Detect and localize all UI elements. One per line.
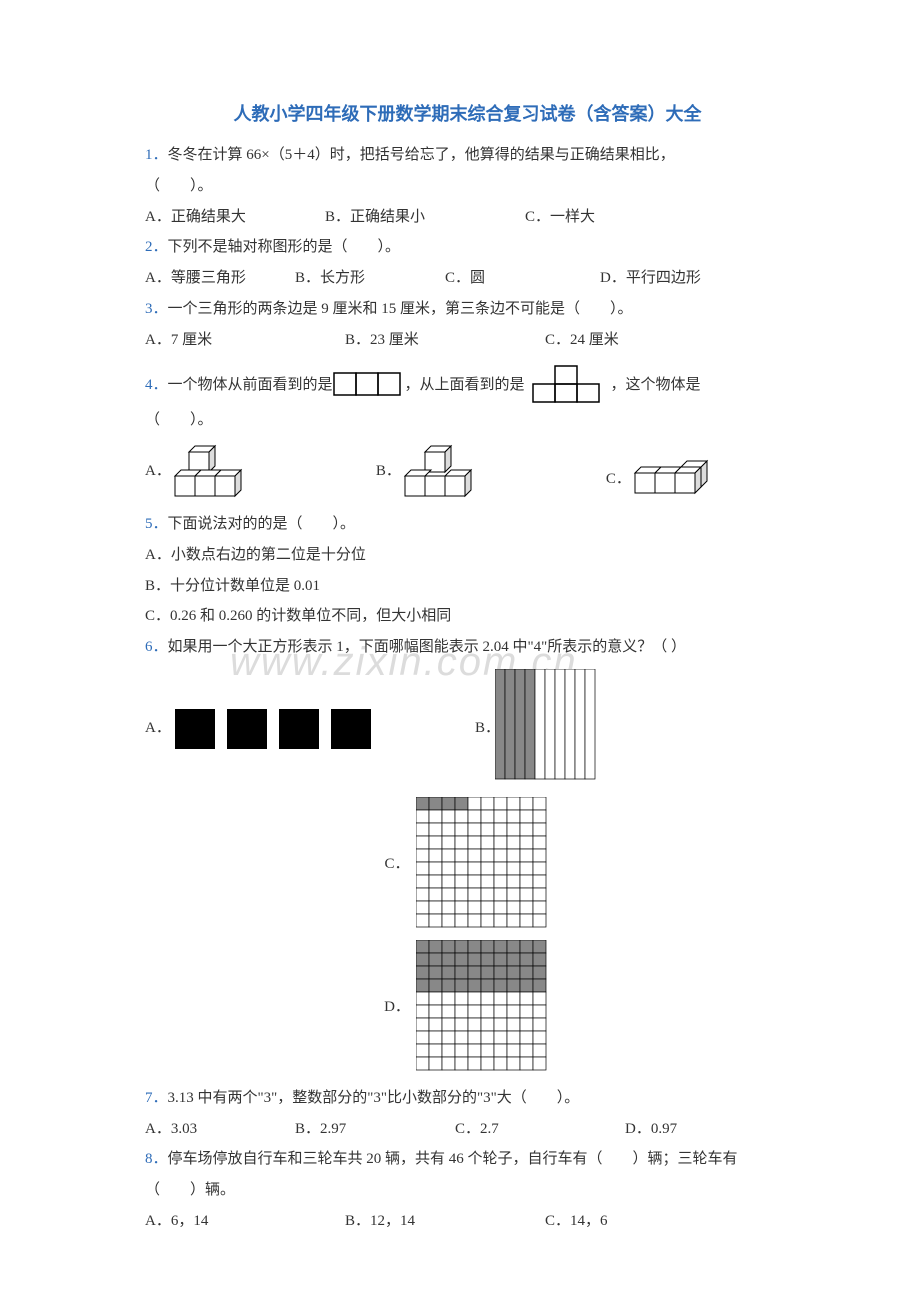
q2-optD: D．平行四边形 — [600, 263, 701, 294]
q6-optC-label: C． — [384, 849, 409, 880]
q3-text: 一个三角形的两条边是 9 厘米和 15 厘米，第三条边不可能是（ ）。 — [168, 301, 633, 317]
q2-optB: B．长方形 — [295, 263, 445, 294]
q1-optA: A．正确结果大 — [145, 202, 325, 233]
q4-text-b: ，从上面看到的是 — [405, 370, 525, 401]
q4-line2: （ ）。 — [145, 405, 790, 436]
q8-line1: 8．停车场停放自行车和三轮车共 20 辆，共有 46 个轮子，自行车有（ ）辆；… — [145, 1144, 790, 1175]
q5-optC: C．0.26 和 0.260 的计数单位不同，但大小相同 — [145, 601, 790, 632]
q4-optB: B． — [376, 444, 496, 499]
four-squares-icon — [165, 705, 385, 753]
q2-optC: C．圆 — [445, 263, 600, 294]
q5-line: 5．下面说法对的的是（ ）。 — [145, 509, 790, 540]
q1-line2: （ ）。 — [145, 171, 790, 202]
q8-optA: A．6，14 — [145, 1206, 345, 1237]
q4-num: 4． — [145, 370, 168, 401]
q7-optB: B．2.97 — [295, 1114, 455, 1145]
grid-d-icon — [416, 940, 551, 1075]
q1-text-a: 冬冬在计算 66×（5＋4）时，把括号给忘了，他算得的结果与正确结果相比， — [168, 147, 675, 163]
q4-options: A． B． C． — [145, 444, 790, 499]
q6-optD-row: D． — [145, 940, 790, 1075]
q4-optB-label: B． — [376, 456, 401, 487]
q6-optB-label: B． — [475, 713, 495, 744]
q1-num: 1． — [145, 147, 168, 163]
q6-optA-label: A． — [145, 713, 165, 744]
q7-options: A．3.03 B．2.97 C．2.7 D．0.97 — [145, 1114, 790, 1145]
q7-line: 7．3.13 中有两个"3"，整数部分的"3"比小数部分的"3"大（ ）。 — [145, 1083, 790, 1114]
q7-optA: A．3.03 — [145, 1114, 295, 1145]
q6-line: 6．如果用一个大正方形表示 1，下面哪幅图能表示 2.04 中"4"所表示的意义… — [145, 632, 790, 663]
q1-options: A．正确结果大 B．正确结果小 C．一样大 — [145, 202, 790, 233]
q3-line: 3．一个三角形的两条边是 9 厘米和 15 厘米，第三条边不可能是（ ）。 — [145, 294, 790, 325]
q3-options: A．7 厘米 B．23 厘米 C．24 厘米 — [145, 325, 790, 356]
q4-text-c: ，这个物体是 — [611, 370, 701, 401]
q4-optA-label: A． — [145, 456, 171, 487]
q8-line2: （ ）辆。 — [145, 1175, 790, 1206]
cube-figure-c-icon — [631, 459, 731, 499]
q3-optA: A．7 厘米 — [145, 325, 345, 356]
q6-row-ab: A． B． — [145, 669, 790, 789]
q4-optA: A． — [145, 444, 266, 499]
ten-strip-icon — [495, 669, 605, 789]
q4-text-a: 一个物体从前面看到的是 — [168, 370, 333, 401]
q8-text-a: 停车场停放自行车和三轮车共 20 辆，共有 46 个轮子，自行车有（ ）辆；三轮… — [168, 1151, 738, 1167]
q7-optC: C．2.7 — [455, 1114, 625, 1145]
q5-optB: B．十分位计数单位是 0.01 — [145, 571, 790, 602]
q2-optA: A．等腰三角形 — [145, 263, 295, 294]
q1-line1: 1．冬冬在计算 66×（5＋4）时，把括号给忘了，他算得的结果与正确结果相比， — [145, 140, 790, 171]
q5-num: 5． — [145, 516, 168, 532]
q2-line: 2．下列不是轴对称图形的是（ ）。 — [145, 232, 790, 263]
q4-optC-label: C． — [606, 464, 631, 495]
q6-text: 如果用一个大正方形表示 1，下面哪幅图能表示 2.04 中"4"所表示的意义？（… — [168, 639, 687, 655]
grid-c-icon — [416, 797, 551, 932]
q7-num: 7． — [145, 1090, 168, 1106]
q4-line1: 4． 一个物体从前面看到的是 ，从上面看到的是 ，这个物体是 — [145, 365, 790, 405]
q8-options: A．6，14 B．12，14 C．14，6 — [145, 1206, 790, 1237]
q1-optC: C．一样大 — [525, 202, 595, 233]
q4-optC: C． — [606, 459, 731, 499]
q1-optB: B．正确结果小 — [325, 202, 525, 233]
q8-optC: C．14，6 — [545, 1206, 608, 1237]
cube-figure-b-icon — [401, 444, 496, 499]
q2-num: 2． — [145, 239, 168, 255]
q6-optD-label: D． — [384, 992, 410, 1023]
front-view-icon — [333, 372, 405, 398]
q5-optA: A．小数点右边的第二位是十分位 — [145, 540, 790, 571]
q8-optB: B．12，14 — [345, 1206, 545, 1237]
page-title: 人教小学四年级下册数学期末综合复习试卷（含答案）大全 — [145, 100, 790, 126]
q2-options: A．等腰三角形 B．长方形 C．圆 D．平行四边形 — [145, 263, 790, 294]
q7-text: 3.13 中有两个"3"，整数部分的"3"比小数部分的"3"大（ ）。 — [168, 1090, 580, 1106]
q3-optB: B．23 厘米 — [345, 325, 545, 356]
cube-figure-a-icon — [171, 444, 266, 499]
q3-num: 3． — [145, 301, 168, 317]
q8-num: 8． — [145, 1151, 168, 1167]
q6-num: 6． — [145, 639, 168, 655]
worksheet-content: 人教小学四年级下册数学期末综合复习试卷（含答案）大全 1．冬冬在计算 66×（5… — [145, 100, 790, 1237]
top-view-icon — [529, 365, 607, 405]
q3-optC: C．24 厘米 — [545, 325, 619, 356]
q7-optD: D．0.97 — [625, 1114, 677, 1145]
q5-text: 下面说法对的的是（ ）。 — [168, 516, 356, 532]
q6-optC-row: C． — [145, 797, 790, 932]
q2-text: 下列不是轴对称图形的是（ ）。 — [168, 239, 401, 255]
